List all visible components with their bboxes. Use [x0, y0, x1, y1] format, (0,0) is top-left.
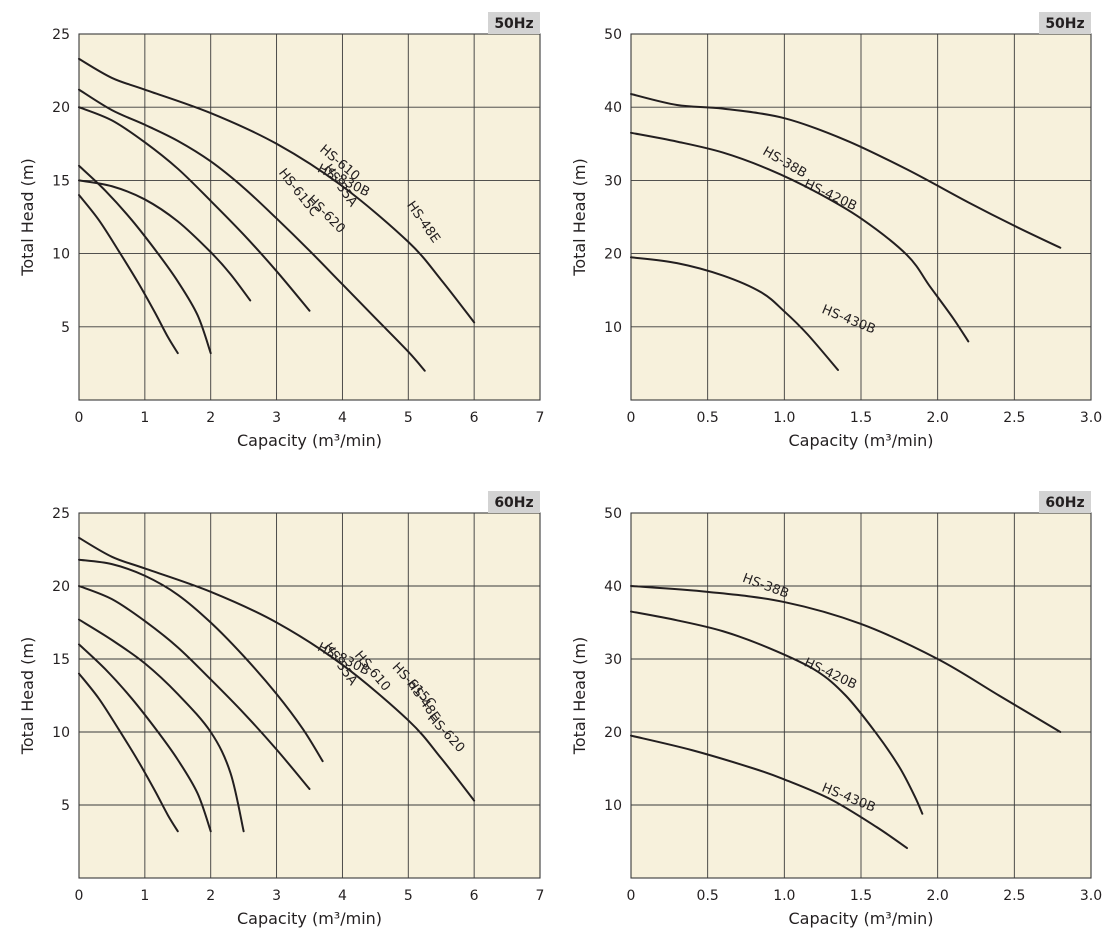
x-tick-label: 1	[140, 410, 149, 426]
plot-area	[79, 34, 540, 400]
series-line-hs-35a	[78, 194, 179, 355]
x-tick-label: 0	[627, 888, 636, 904]
x-axis-title: Capacity (m³/min)	[237, 909, 382, 928]
x-tick-label: 1	[140, 888, 149, 904]
series-line-hs-620	[78, 88, 426, 372]
x-tick-label: 2.0	[927, 410, 949, 426]
chart-panel-4: 0 0.5 1.0 1.5 2.0 2.5 3.0102030405060HzHS-38BH…	[570, 491, 1102, 928]
x-tick-label: 0.5	[697, 888, 719, 904]
x-tick-label: 2	[206, 888, 215, 904]
frequency-badge-label: 60Hz	[1045, 495, 1084, 511]
frequency-badge	[1039, 12, 1091, 34]
x-tick-label: 0	[75, 888, 84, 904]
plot-frame	[78, 512, 541, 879]
y-tick-label: 25	[52, 506, 70, 522]
x-tick-label: 0.5	[697, 410, 719, 426]
x-axis-title: Capacity (m³/min)	[788, 431, 933, 450]
x-tick-label: 2.5	[1003, 410, 1025, 426]
plot-frame	[630, 512, 1092, 879]
plot-frame	[630, 33, 1092, 401]
series-line-hs-830b	[78, 536, 476, 802]
chart-panel-2: 0 0.5 1.0 1.5 2.0 2.5 3.0102030405050HzHS-38BH…	[570, 12, 1102, 450]
x-tick-label: 3.0	[1080, 888, 1102, 904]
frequency-badge-label: 50Hz	[1045, 16, 1084, 32]
x-tick-label: 5	[404, 888, 413, 904]
x-tick-label: 1.5	[850, 410, 872, 426]
plot-area	[79, 513, 540, 878]
y-tick-label: 5	[61, 798, 70, 814]
x-tick-label: 2	[206, 410, 215, 426]
series-line-hs-610	[78, 618, 245, 833]
y-tick-label: 15	[52, 652, 70, 668]
y-tick-label: 10	[52, 247, 70, 263]
y-axis-title: Total Head (m)	[570, 637, 589, 755]
x-tick-label: 7	[536, 410, 545, 426]
x-tick-label: 2.5	[1003, 888, 1025, 904]
y-tick-label: 50	[604, 27, 622, 43]
series-line-hs-830b	[78, 57, 476, 324]
x-axis-title: Capacity (m³/min)	[237, 431, 382, 450]
series-line-hs-35a	[78, 672, 179, 833]
x-tick-label: 0	[75, 410, 84, 426]
series-line-hs-430b	[630, 585, 1062, 733]
y-tick-label: 10	[604, 320, 622, 336]
y-tick-label: 20	[604, 247, 622, 263]
y-tick-label: 40	[604, 100, 622, 116]
series-line-hs-38b	[630, 256, 839, 371]
y-tick-label: 20	[52, 100, 70, 116]
x-tick-label: 6	[470, 888, 479, 904]
series-line-hs-38b	[630, 734, 908, 850]
series-line-hs-615c	[78, 585, 311, 790]
y-tick-label: 50	[604, 506, 622, 522]
y-tick-label: 25	[52, 27, 70, 43]
frequency-badge	[1039, 491, 1091, 513]
series-line-hs-48e	[78, 643, 212, 833]
x-tick-label: 1.0	[773, 888, 795, 904]
series-line-hs-615c	[78, 106, 311, 312]
series-line-hs-420b	[630, 131, 970, 343]
y-tick-label: 15	[52, 173, 70, 189]
x-tick-label: 4	[338, 410, 347, 426]
y-axis-title: Total Head (m)	[18, 637, 37, 755]
x-axis-title: Capacity (m³/min)	[788, 909, 933, 928]
x-tick-label: 6	[470, 410, 479, 426]
x-tick-label: 1.5	[850, 888, 872, 904]
x-tick-label: 4	[338, 888, 347, 904]
series-line-hs-430b	[630, 93, 1062, 249]
y-axis-title: Total Head (m)	[18, 158, 37, 276]
plot-frame	[78, 33, 541, 401]
y-tick-label: 5	[61, 320, 70, 336]
frequency-badge	[488, 12, 540, 34]
x-tick-label: 5	[404, 410, 413, 426]
y-tick-label: 10	[604, 798, 622, 814]
y-tick-label: 20	[604, 725, 622, 741]
frequency-badge-label: 60Hz	[494, 495, 533, 511]
y-tick-label: 20	[52, 579, 70, 595]
series-line-hs-420b	[630, 610, 924, 815]
x-tick-label: 1.0	[773, 410, 795, 426]
chart-panel-3: 0 1 2 3 4 5 6 751015202560HzHS-35AHS-48EHS-610H…	[18, 491, 544, 928]
chart-panel-1: 0 1 2 3 4 5 6 751015202550HzHS-35AHS-48EHS-610H…	[18, 12, 544, 450]
y-axis-title: Total Head (m)	[570, 158, 589, 276]
x-tick-label: 3.0	[1080, 410, 1102, 426]
frequency-badge	[488, 491, 540, 513]
series-line-hs-610	[78, 179, 252, 302]
frequency-badge-label: 50Hz	[494, 16, 533, 32]
y-tick-label: 10	[52, 725, 70, 741]
x-tick-label: 2.0	[927, 888, 949, 904]
series-line-hs-620	[78, 558, 324, 763]
x-tick-label: 3	[272, 410, 281, 426]
x-tick-label: 7	[536, 888, 545, 904]
series-line-hs-48e	[78, 164, 212, 355]
x-tick-label: 3	[272, 888, 281, 904]
y-tick-label: 30	[604, 173, 622, 189]
x-tick-label: 0	[627, 410, 636, 426]
y-tick-label: 40	[604, 579, 622, 595]
y-tick-label: 30	[604, 652, 622, 668]
